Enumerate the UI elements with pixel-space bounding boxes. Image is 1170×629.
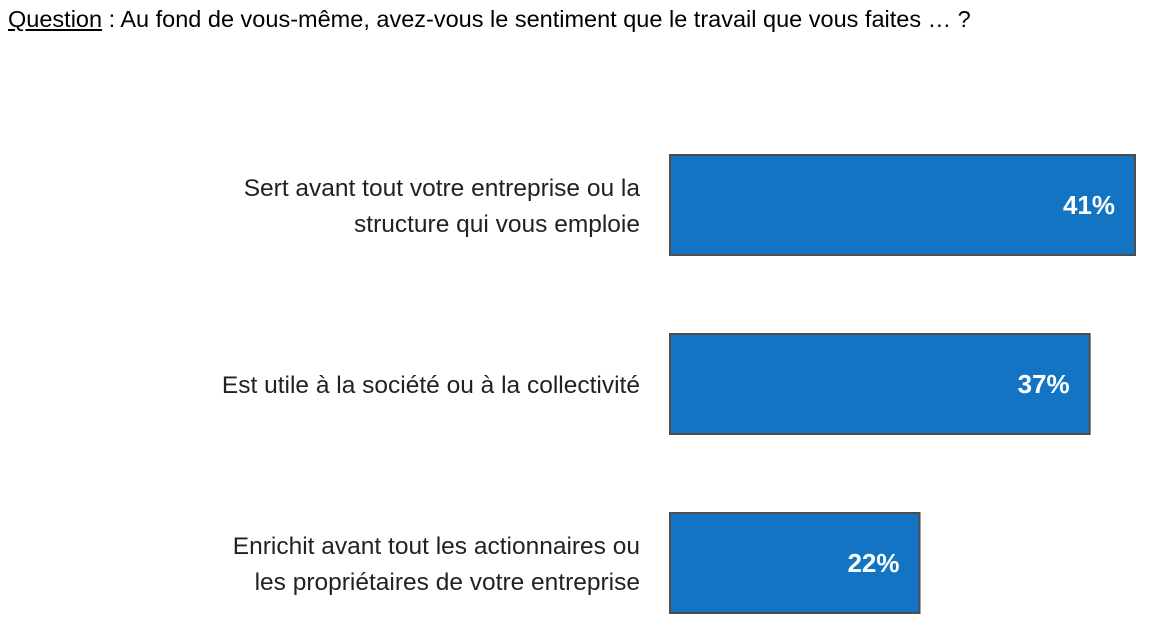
- category-label-2-line-1: Est utile à la société ou à la collectiv…: [222, 372, 640, 399]
- value-label-1: 41%: [1063, 190, 1115, 220]
- category-label-3-line-2: les propriétaires de votre entreprise: [255, 569, 640, 596]
- value-label-3: 22%: [847, 548, 899, 578]
- value-label-2: 37%: [1018, 369, 1070, 399]
- question-body: : Au fond de vous-même, avez-vous le sen…: [102, 6, 971, 32]
- question-label: Question: [8, 6, 103, 32]
- category-label-3-line-1: Enrichit avant tout les actionnaires ou: [233, 533, 640, 560]
- bar-3: [669, 512, 921, 614]
- question-text: Question : Au fond de vous-même, avez-vo…: [8, 6, 971, 33]
- bar-2: [669, 333, 1091, 435]
- category-label-1-line-2: structure qui vous emploie: [354, 211, 640, 238]
- category-label-1-line-1: Sert avant tout votre entreprise ou la: [244, 175, 641, 202]
- bar-1: [669, 154, 1136, 256]
